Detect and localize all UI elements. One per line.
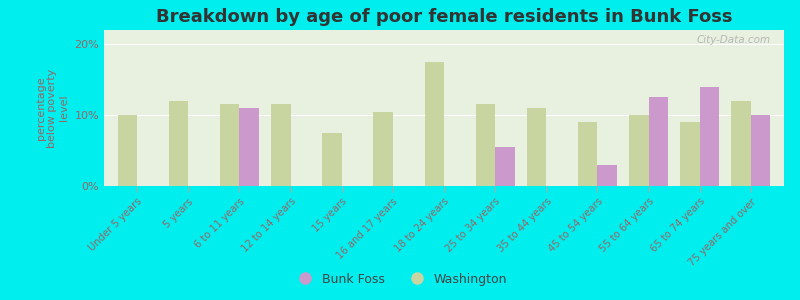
Bar: [527, 108, 546, 186]
Title: Breakdown by age of poor female residents in Bunk Foss: Breakdown by age of poor female resident…: [156, 8, 732, 26]
Text: City-Data.com: City-Data.com: [696, 35, 770, 45]
Bar: [425, 62, 444, 186]
Y-axis label: percentage
below poverty
level: percentage below poverty level: [36, 68, 69, 148]
Bar: [700, 87, 719, 186]
Bar: [322, 133, 342, 186]
Bar: [239, 108, 259, 186]
Bar: [731, 101, 750, 186]
Bar: [649, 98, 668, 186]
Bar: [750, 115, 770, 186]
Bar: [374, 112, 393, 186]
Bar: [578, 122, 598, 186]
Bar: [629, 115, 649, 186]
Bar: [598, 165, 617, 186]
Legend: Bunk Foss, Washington: Bunk Foss, Washington: [287, 268, 513, 291]
Bar: [476, 104, 495, 186]
Bar: [169, 101, 188, 186]
Bar: [495, 147, 514, 186]
Bar: [118, 115, 138, 186]
Bar: [220, 104, 239, 186]
Bar: [680, 122, 700, 186]
Bar: [271, 104, 290, 186]
